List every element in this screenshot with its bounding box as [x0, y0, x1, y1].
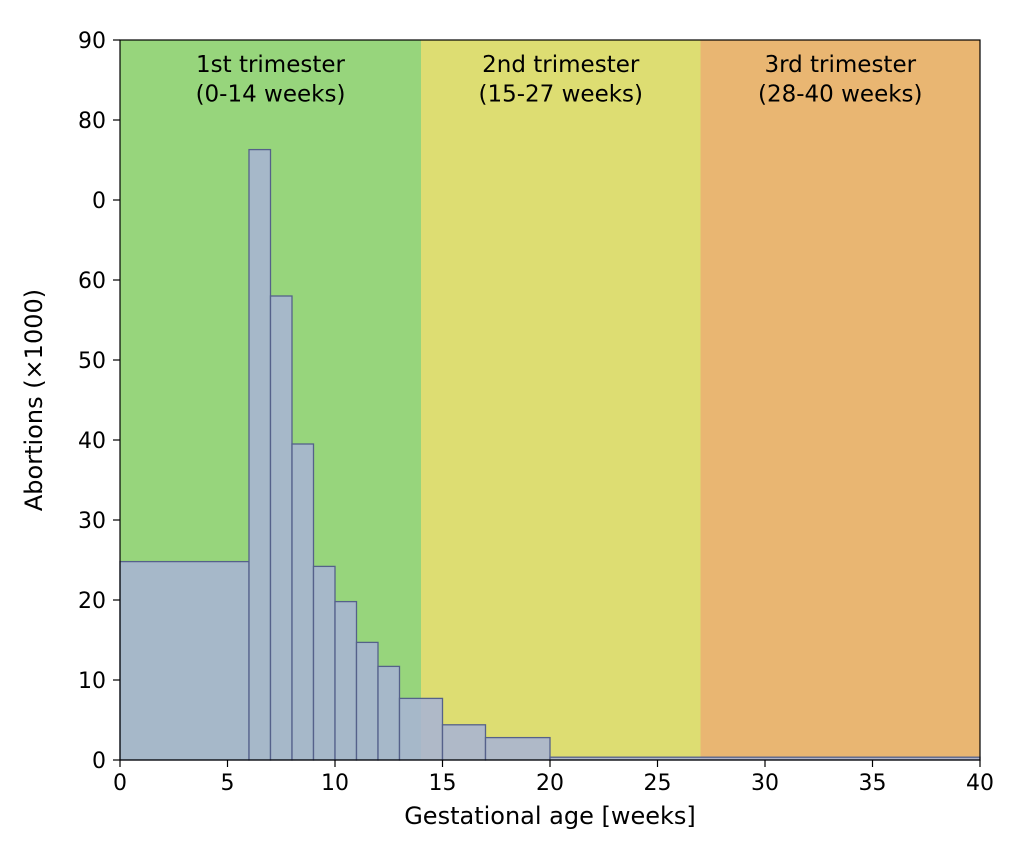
y-tick-label: 0: [92, 189, 106, 214]
trimester-sublabel: (15-27 weeks): [478, 82, 643, 108]
histogram-bar: [314, 566, 336, 760]
trimester-region: [701, 40, 981, 760]
histogram-bar: [292, 444, 314, 760]
histogram-bar: [120, 562, 249, 760]
y-tick-label: 20: [78, 589, 106, 614]
histogram-bar: [486, 738, 551, 760]
y-tick-label: 60: [78, 269, 106, 294]
x-tick-label: 30: [751, 771, 779, 796]
trimester-sublabel: (28-40 weeks): [758, 82, 923, 108]
x-tick-label: 5: [221, 771, 235, 796]
histogram-bar: [443, 725, 486, 760]
y-tick-label: 80: [78, 109, 106, 134]
trimester-label: 2nd trimester: [482, 52, 640, 78]
y-tick-label: 30: [78, 509, 106, 534]
histogram-bar: [249, 150, 271, 760]
x-tick-label: 40: [966, 771, 994, 796]
x-tick-label: 25: [644, 771, 672, 796]
trimester-label: 1st trimester: [196, 52, 346, 78]
x-tick-label: 10: [321, 771, 349, 796]
trimester-region: [421, 40, 701, 760]
histogram-chart: 1st trimester (0-14 weeks) 2nd trimester (1…: [0, 0, 1024, 856]
y-tick-label: 50: [78, 349, 106, 374]
trimester-label: 3rd trimester: [764, 52, 916, 78]
x-tick-label: 0: [113, 771, 127, 796]
histogram-bar: [400, 698, 443, 760]
y-axis-label: Abortions (×1000): [20, 289, 48, 511]
histogram-bar: [335, 602, 357, 760]
histogram-bar: [271, 296, 293, 760]
chart-container: 1st trimester (0-14 weeks) 2nd trimester (1…: [0, 0, 1024, 856]
histogram-bar: [378, 666, 400, 760]
x-axis-label: Gestational age [weeks]: [404, 802, 696, 830]
y-tick-label: 40: [78, 429, 106, 454]
y-tick-label: 10: [78, 669, 106, 694]
histogram-bar: [357, 642, 379, 760]
trimester-sublabel: (0-14 weeks): [196, 82, 346, 108]
x-tick-label: 20: [536, 771, 564, 796]
y-tick-label: 90: [78, 29, 106, 54]
x-tick-label: 35: [859, 771, 887, 796]
y-tick-label: 0: [92, 749, 106, 774]
x-tick-label: 15: [429, 771, 457, 796]
